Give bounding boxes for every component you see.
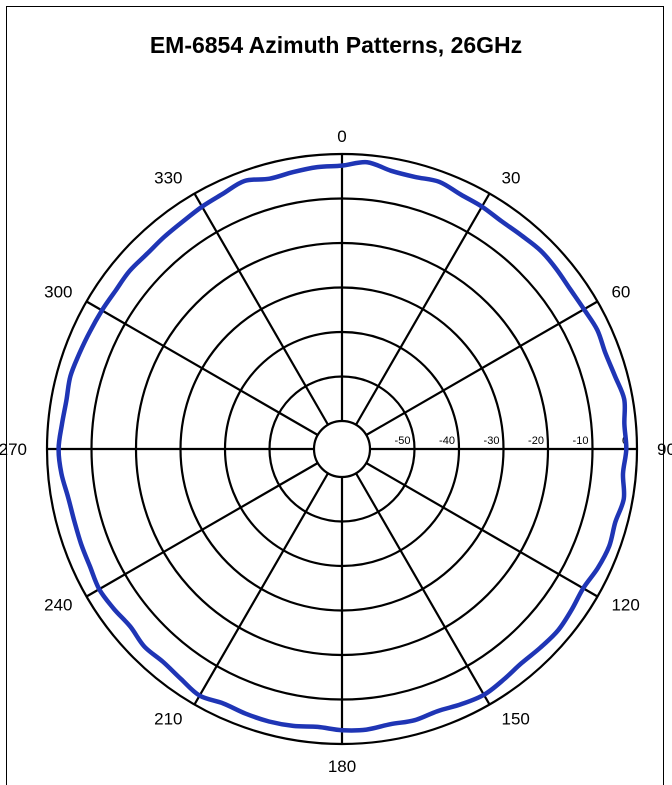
angle-tick-label: 150 [502, 709, 530, 728]
angle-tick-label: 0 [337, 127, 346, 146]
radial-tick-label: -20 [528, 435, 544, 447]
grid-ring [45, 152, 639, 746]
radial-tick-label: -10 [573, 435, 589, 447]
angle-tick-label: 90 [657, 440, 672, 459]
grid-ring [134, 241, 550, 657]
radial-tick-label: -50 [395, 435, 411, 447]
chart-title: EM-6854 Azimuth Patterns, 26GHz [149, 32, 523, 58]
angle-tick-label: 60 [611, 283, 630, 302]
radial-tick-label: -30 [484, 435, 500, 447]
angle-tick-label: 240 [44, 596, 72, 615]
angle-tick-label: 180 [328, 757, 356, 776]
angle-tick-label: 30 [502, 169, 521, 188]
angle-tick-label: 120 [611, 596, 639, 615]
pattern-series-line [56, 159, 629, 733]
angle-tick-label: 300 [44, 283, 72, 302]
angle-tick-label: 330 [154, 169, 182, 188]
grid-ring [268, 375, 416, 523]
grid-ring [90, 197, 594, 701]
grid-ring [223, 330, 461, 568]
angle-tick-label: 210 [154, 709, 182, 728]
angle-tick-label: 270 [0, 440, 27, 459]
grid-ring [312, 419, 372, 479]
grid-ring [179, 286, 505, 612]
radial-tick-label: -40 [439, 435, 455, 447]
